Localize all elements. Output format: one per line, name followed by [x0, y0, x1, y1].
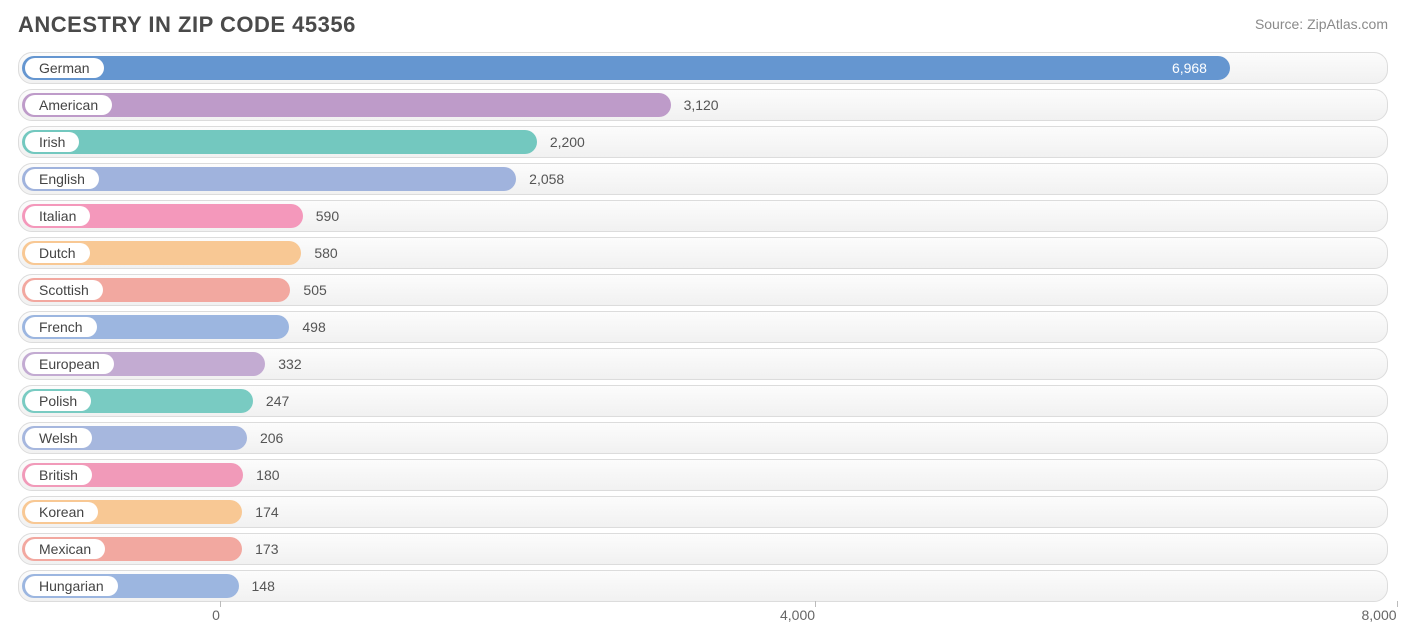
bar-value: 6,968	[1172, 53, 1207, 83]
bar-label: Irish	[25, 132, 79, 152]
axis-tick: 8,000	[1379, 607, 1406, 623]
bar	[22, 93, 671, 117]
chart-title: ANCESTRY IN ZIP CODE 45356	[18, 12, 356, 38]
bar-label: British	[25, 465, 92, 485]
bar-row: British 180	[18, 459, 1388, 491]
bar-value: 3,120	[684, 90, 719, 120]
axis-tick: 0	[216, 607, 224, 623]
bar-label: Welsh	[25, 428, 92, 448]
bar-row: Mexican 173	[18, 533, 1388, 565]
bar-label: European	[25, 354, 114, 374]
bar-value: 174	[255, 497, 278, 527]
bar-value: 148	[252, 571, 275, 601]
bar-chart: German 6,968 American 3,120 Irish 2,200 Englis…	[18, 52, 1388, 602]
header: ANCESTRY IN ZIP CODE 45356 Source: ZipAt…	[18, 12, 1388, 38]
bar	[22, 56, 1230, 80]
bar-label: Polish	[25, 391, 91, 411]
bar-value: 505	[303, 275, 326, 305]
bar-row: French 498	[18, 311, 1388, 343]
bar-row: European 332	[18, 348, 1388, 380]
bar-row: Welsh 206	[18, 422, 1388, 454]
bar-label: English	[25, 169, 99, 189]
bar-value: 247	[266, 386, 289, 416]
bar-value: 206	[260, 423, 283, 453]
bar-value: 498	[302, 312, 325, 342]
bar	[22, 130, 537, 154]
bar-value: 173	[255, 534, 278, 564]
bar-row: Italian 590	[18, 200, 1388, 232]
bar-row: Irish 2,200	[18, 126, 1388, 158]
bar-row: Dutch 580	[18, 237, 1388, 269]
chart-source: Source: ZipAtlas.com	[1255, 16, 1388, 32]
bar-value: 332	[278, 349, 301, 379]
axis-tick-label: 0	[212, 607, 220, 623]
bar-label: Mexican	[25, 539, 105, 559]
chart-container: ANCESTRY IN ZIP CODE 45356 Source: ZipAt…	[0, 0, 1406, 644]
bar-label: Italian	[25, 206, 90, 226]
bar-label: German	[25, 58, 104, 78]
bar-value: 180	[256, 460, 279, 490]
bar-row: German 6,968	[18, 52, 1388, 84]
bar-row: English 2,058	[18, 163, 1388, 195]
axis-tick-label: 4,000	[780, 607, 815, 623]
bar-row: Polish 247	[18, 385, 1388, 417]
bar-label: Dutch	[25, 243, 90, 263]
axis-tick: 4,000	[798, 607, 833, 623]
bar-row: Korean 174	[18, 496, 1388, 528]
bar-value: 580	[314, 238, 337, 268]
bar-label: Scottish	[25, 280, 103, 300]
bar-label: French	[25, 317, 97, 337]
bar-label: American	[25, 95, 112, 115]
axis-tick-label: 8,000	[1361, 607, 1396, 623]
bar-value: 2,058	[529, 164, 564, 194]
bar-row: American 3,120	[18, 89, 1388, 121]
bar-value: 590	[316, 201, 339, 231]
bar-row: Scottish 505	[18, 274, 1388, 306]
bar-row: Hungarian 148	[18, 570, 1388, 602]
x-axis: 04,0008,000	[18, 607, 1388, 637]
bar-label: Hungarian	[25, 576, 118, 596]
bar-value: 2,200	[550, 127, 585, 157]
bar-label: Korean	[25, 502, 98, 522]
